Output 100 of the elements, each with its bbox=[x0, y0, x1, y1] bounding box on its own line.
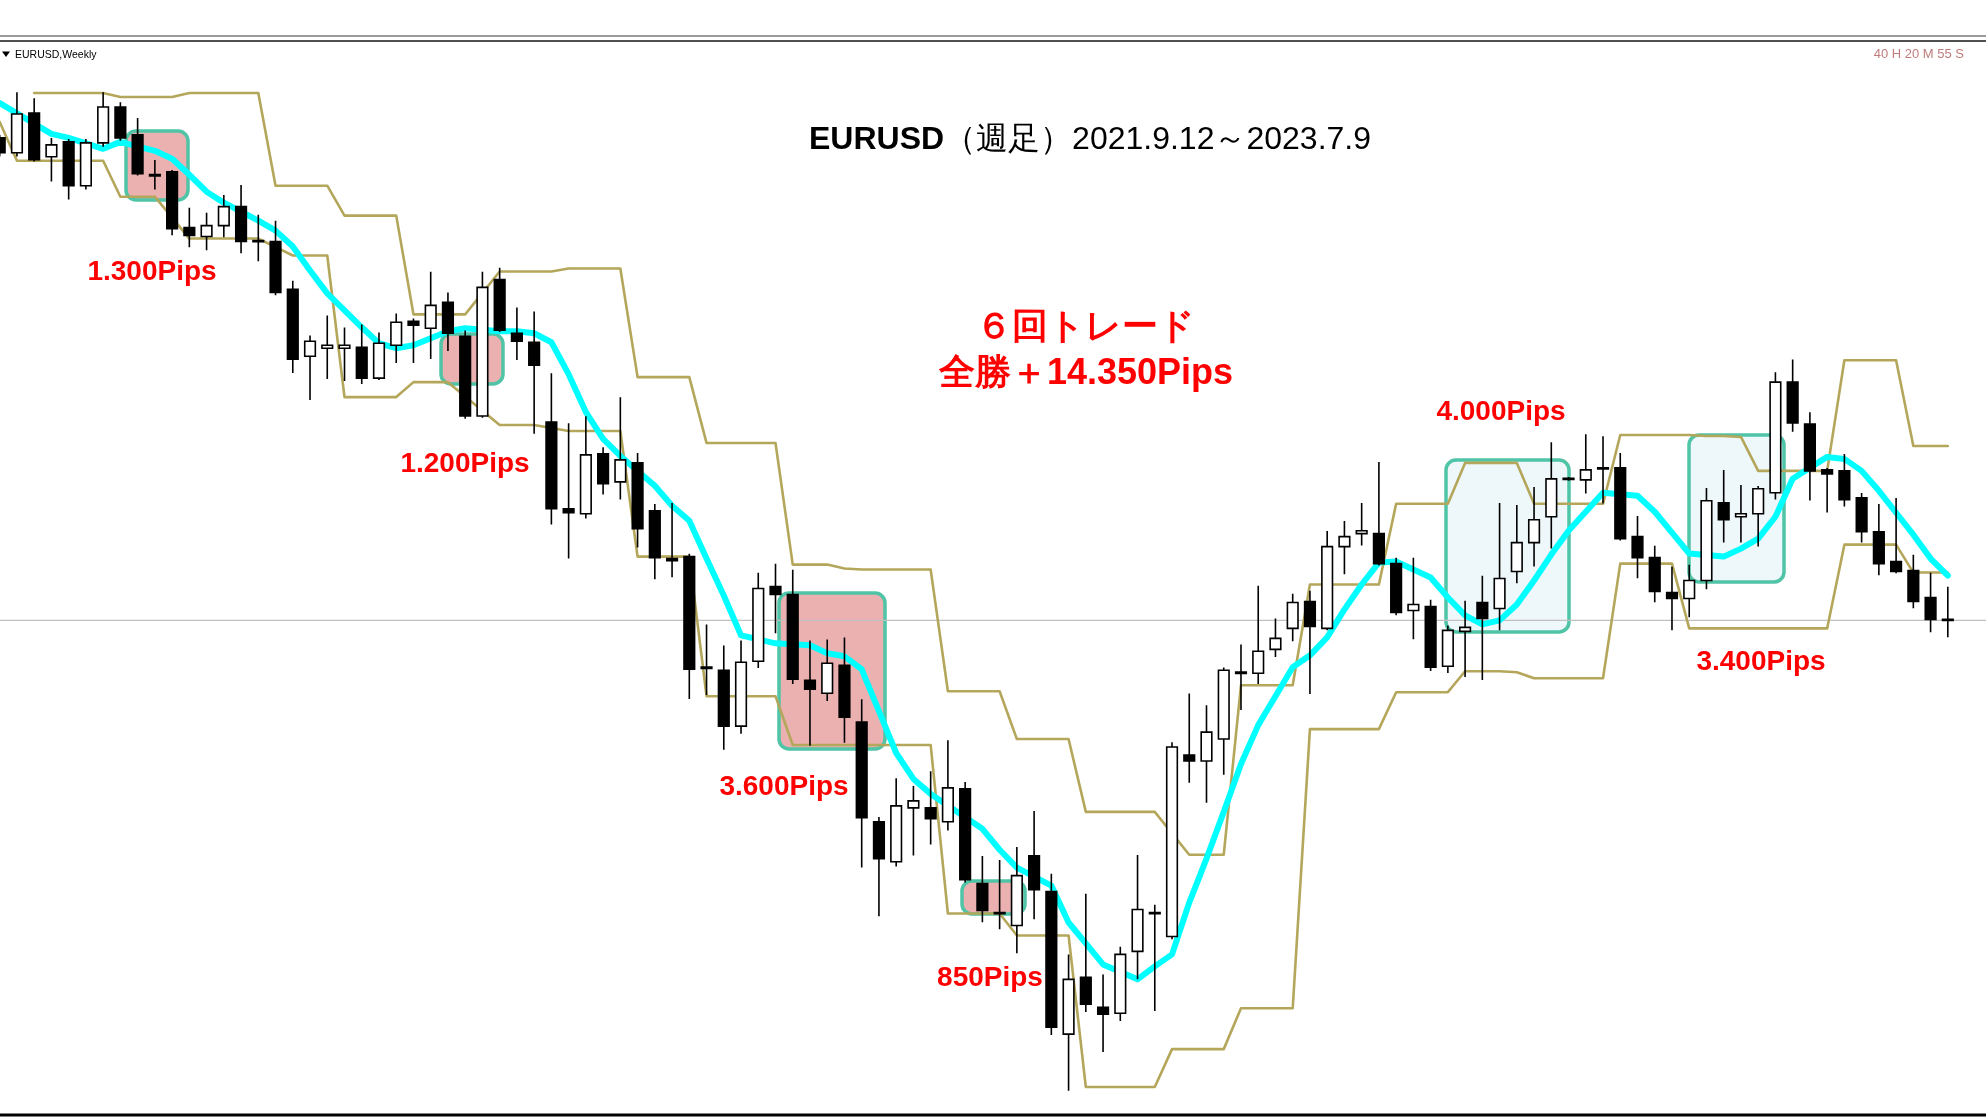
candlestick bbox=[1217, 667, 1230, 775]
candlestick bbox=[976, 855, 989, 923]
candlestick bbox=[993, 859, 1006, 930]
candlestick bbox=[924, 771, 937, 845]
candlestick bbox=[131, 118, 144, 176]
candlestick bbox=[28, 98, 41, 162]
candlestick bbox=[424, 271, 437, 359]
candlestick bbox=[597, 447, 610, 495]
candlestick bbox=[1390, 557, 1403, 616]
candlestick bbox=[665, 502, 679, 578]
candlestick bbox=[1803, 412, 1816, 501]
candlestick bbox=[1252, 585, 1265, 685]
candlestick bbox=[1079, 893, 1092, 1013]
candlestick bbox=[1165, 742, 1179, 940]
candlestick bbox=[510, 307, 523, 360]
candlestick bbox=[683, 553, 696, 699]
candlestick bbox=[1062, 954, 1075, 1091]
candlestick bbox=[907, 786, 920, 856]
candlestick bbox=[614, 397, 627, 500]
candlestick bbox=[959, 782, 972, 883]
candlestick bbox=[1648, 545, 1661, 603]
candlestick bbox=[1527, 487, 1541, 567]
candlestick bbox=[1769, 372, 1782, 500]
candlestick bbox=[1096, 974, 1110, 1052]
candlestick bbox=[183, 207, 196, 248]
candlestick bbox=[1234, 644, 1248, 710]
candlestick bbox=[1510, 504, 1523, 584]
candlestick bbox=[1752, 486, 1765, 547]
candlestick bbox=[803, 640, 817, 746]
candlestick bbox=[855, 699, 868, 868]
candlestick bbox=[717, 645, 730, 750]
candlestick bbox=[286, 280, 299, 373]
candlestick bbox=[838, 637, 851, 743]
candlestick bbox=[562, 423, 575, 559]
annotation: 3.600Pips bbox=[719, 770, 849, 801]
candlestick bbox=[1131, 854, 1144, 980]
candlestick bbox=[1838, 454, 1851, 507]
annotation: 3.400Pips bbox=[1696, 645, 1826, 676]
candlestick bbox=[1148, 904, 1161, 1012]
text: EURUSD,Weekly bbox=[15, 48, 98, 60]
candlestick bbox=[1872, 503, 1885, 576]
candlestick bbox=[79, 139, 92, 190]
candlestick bbox=[1907, 554, 1920, 609]
candlestick bbox=[1183, 693, 1196, 783]
candlestick bbox=[1717, 470, 1730, 543]
candlestick bbox=[1355, 502, 1368, 546]
candlestick bbox=[1407, 557, 1420, 640]
candlestick bbox=[407, 318, 420, 363]
candlestick bbox=[1596, 436, 1610, 504]
candlestick bbox=[10, 92, 24, 157]
candlestick bbox=[890, 778, 903, 867]
candlestick bbox=[1562, 477, 1575, 481]
candlestick bbox=[1338, 520, 1351, 575]
candlestick bbox=[493, 267, 506, 333]
candlestick bbox=[1614, 453, 1627, 541]
candlestick bbox=[1114, 946, 1127, 1022]
candlestick bbox=[631, 453, 644, 548]
candlestick bbox=[148, 160, 161, 190]
candlestick bbox=[45, 138, 58, 182]
candlestick bbox=[821, 639, 834, 701]
candlestick bbox=[321, 315, 334, 379]
annotation: ６回トレード bbox=[975, 305, 1195, 346]
candlestick bbox=[1631, 515, 1644, 579]
candlestick bbox=[941, 740, 954, 831]
candlestick bbox=[1786, 359, 1799, 432]
candlestick bbox=[1045, 873, 1058, 1035]
annotation: 1.200Pips bbox=[400, 447, 530, 478]
candlestick bbox=[338, 327, 351, 381]
candlestick bbox=[1700, 488, 1713, 590]
candlestick bbox=[1372, 462, 1385, 566]
candlestick bbox=[1855, 492, 1868, 543]
candlestick bbox=[700, 624, 713, 695]
candlestick bbox=[648, 503, 661, 580]
candlestick bbox=[1941, 586, 1954, 638]
candlestick bbox=[459, 330, 472, 419]
candlestick bbox=[786, 569, 799, 685]
text: EURUSD（週足）2021.9.12～2023.7.9 bbox=[808, 120, 1372, 156]
candlestick bbox=[1683, 564, 1696, 618]
annotation: 4.000Pips bbox=[1436, 395, 1566, 426]
candlestick bbox=[1734, 485, 1748, 543]
candlestick bbox=[1459, 600, 1472, 678]
candlestick bbox=[1424, 599, 1437, 672]
candlestick bbox=[200, 212, 213, 251]
candlestick bbox=[234, 184, 248, 254]
candlestick bbox=[97, 92, 110, 147]
candlestick bbox=[1028, 811, 1041, 920]
candlestick bbox=[252, 214, 265, 262]
annotation: 全勝＋14.350Pips bbox=[937, 351, 1234, 392]
candlestick bbox=[441, 292, 455, 352]
candlestick bbox=[752, 572, 765, 669]
candlestick bbox=[1441, 625, 1454, 674]
candlestick bbox=[1579, 434, 1592, 494]
candlestick bbox=[1269, 618, 1282, 658]
candlestick bbox=[1821, 468, 1834, 513]
candlestick bbox=[1476, 575, 1489, 681]
candlestick bbox=[1665, 566, 1679, 631]
candlestick bbox=[872, 817, 886, 917]
text: 40 H 20 M 55 S bbox=[1873, 46, 1965, 61]
candlestick bbox=[769, 563, 782, 634]
candlestick bbox=[1890, 497, 1903, 574]
